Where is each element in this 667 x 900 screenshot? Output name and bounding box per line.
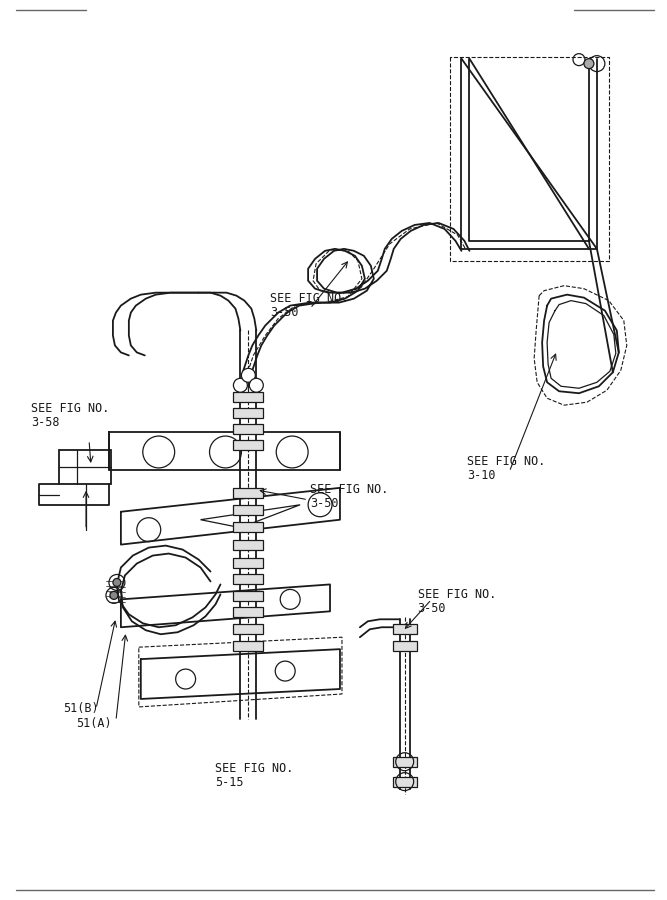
- Text: 3-50: 3-50: [310, 498, 339, 510]
- Bar: [393, 757, 417, 767]
- Bar: [233, 608, 263, 617]
- Bar: [59, 450, 111, 484]
- Circle shape: [113, 579, 121, 587]
- Bar: [233, 424, 263, 434]
- Text: SEE FIG NO.: SEE FIG NO.: [468, 455, 546, 469]
- Text: SEE FIG NO.: SEE FIG NO.: [310, 483, 388, 496]
- Circle shape: [249, 378, 263, 392]
- Bar: [233, 558, 263, 568]
- Bar: [393, 777, 417, 787]
- Bar: [233, 574, 263, 584]
- Text: SEE FIG NO.: SEE FIG NO.: [215, 762, 294, 775]
- Bar: [233, 392, 263, 402]
- Circle shape: [233, 378, 247, 392]
- Text: SEE FIG NO.: SEE FIG NO.: [270, 292, 349, 305]
- Bar: [233, 591, 263, 601]
- Text: 3-50: 3-50: [270, 306, 299, 319]
- Bar: [233, 409, 263, 419]
- Bar: [233, 522, 263, 532]
- Bar: [393, 641, 417, 652]
- Bar: [233, 505, 263, 515]
- Text: SEE FIG NO.: SEE FIG NO.: [418, 588, 496, 601]
- Text: SEE FIG NO.: SEE FIG NO.: [31, 401, 109, 415]
- Bar: [233, 488, 263, 498]
- Bar: [233, 440, 263, 450]
- Bar: [233, 641, 263, 652]
- Text: 5-15: 5-15: [215, 776, 244, 789]
- Bar: [233, 540, 263, 550]
- Text: 3-58: 3-58: [31, 416, 60, 428]
- Text: 3-50: 3-50: [418, 602, 446, 615]
- Text: 51(B): 51(B): [63, 702, 99, 716]
- Circle shape: [241, 368, 255, 382]
- Bar: [233, 625, 263, 634]
- Circle shape: [110, 591, 118, 599]
- Circle shape: [584, 58, 594, 68]
- Text: 51(A): 51(A): [76, 717, 111, 731]
- Text: 3-10: 3-10: [468, 470, 496, 482]
- Bar: [393, 625, 417, 634]
